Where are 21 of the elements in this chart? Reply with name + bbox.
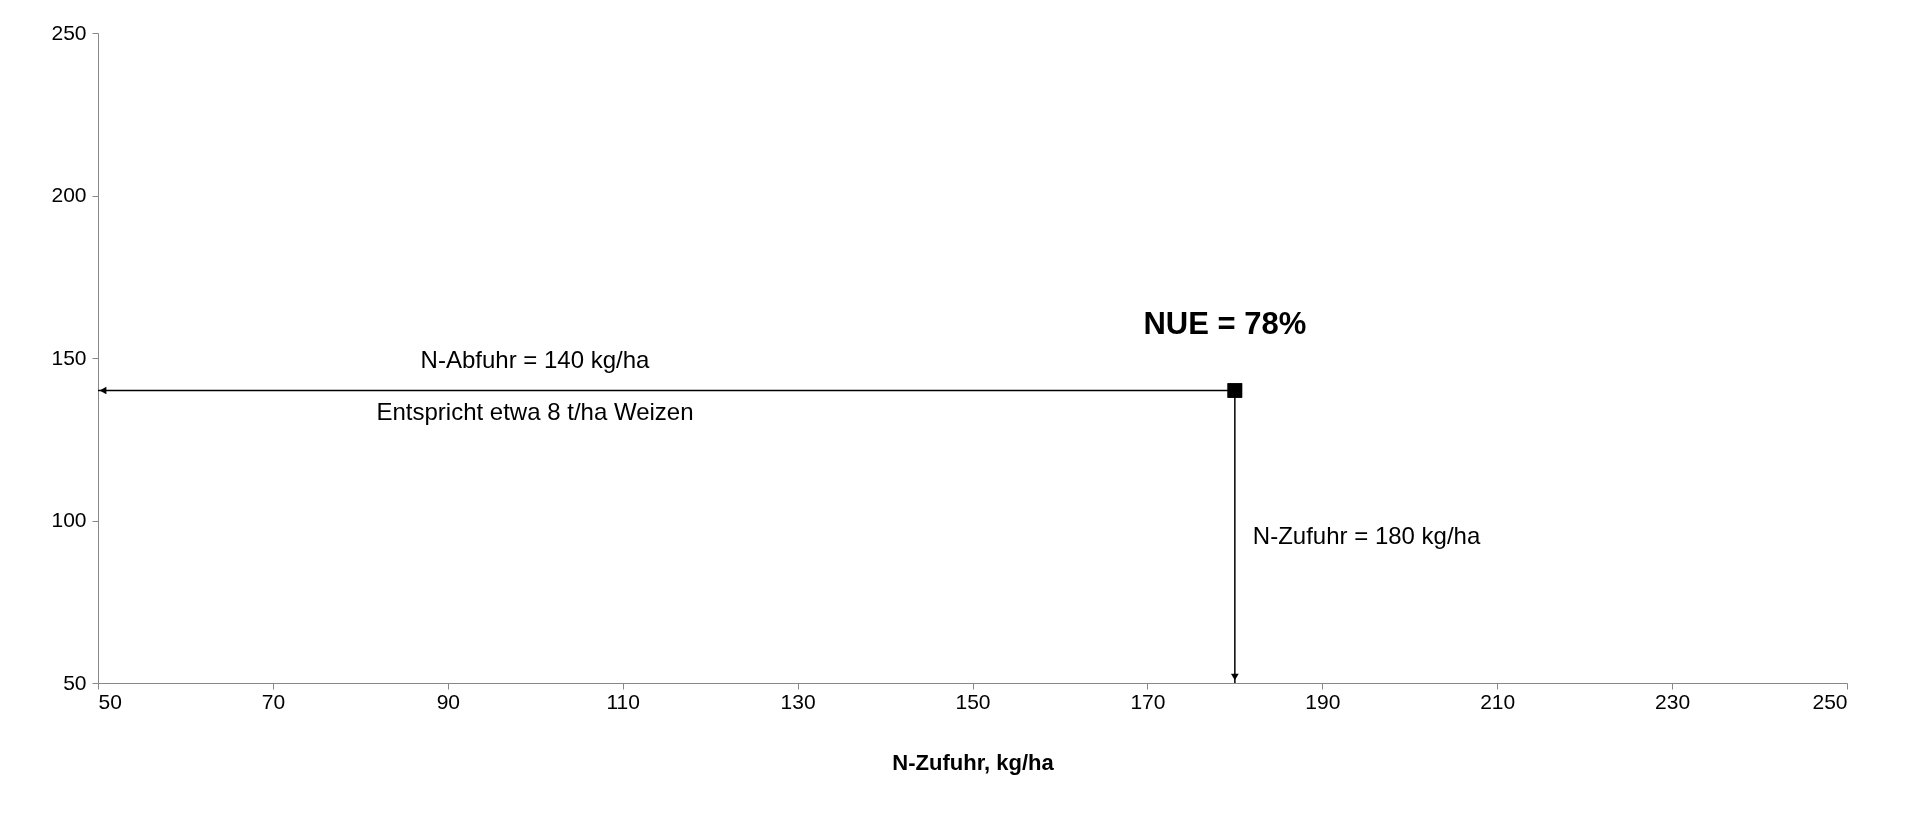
y-tick-label: 150 — [51, 345, 87, 369]
y-tick-label: 200 — [51, 183, 87, 206]
x-tick-label: 210 — [1480, 689, 1516, 713]
y-tick-label: 250 — [51, 20, 87, 44]
x-tick-label: 130 — [780, 689, 816, 713]
x-tick-label: 90 — [436, 689, 460, 713]
annotation: N-Zufuhr = 180 kg/ha — [1252, 521, 1481, 549]
y-tick-label: 50 — [63, 670, 87, 694]
annotation: N-Abfuhr = 140 kg/ha — [420, 345, 651, 373]
x-tick-label: 70 — [261, 689, 286, 713]
x-tick-label: 110 — [606, 689, 640, 713]
x-tick-label: 150 — [955, 689, 991, 713]
x-axis-title: N-Zufuhr, kg/ha — [892, 749, 1055, 775]
x-tick-label: 50 — [98, 689, 122, 713]
y-tick-label: 100 — [51, 508, 87, 531]
annotation: Entspricht etwa 8 t/ha Weizen — [376, 397, 694, 425]
annotation: NUE = 78% — [1143, 305, 1307, 341]
x-tick-label: 250 — [1812, 689, 1848, 713]
x-tick-label: 190 — [1305, 689, 1341, 713]
x-tick-label: 170 — [1130, 689, 1166, 713]
x-tick-label: 230 — [1655, 689, 1691, 713]
